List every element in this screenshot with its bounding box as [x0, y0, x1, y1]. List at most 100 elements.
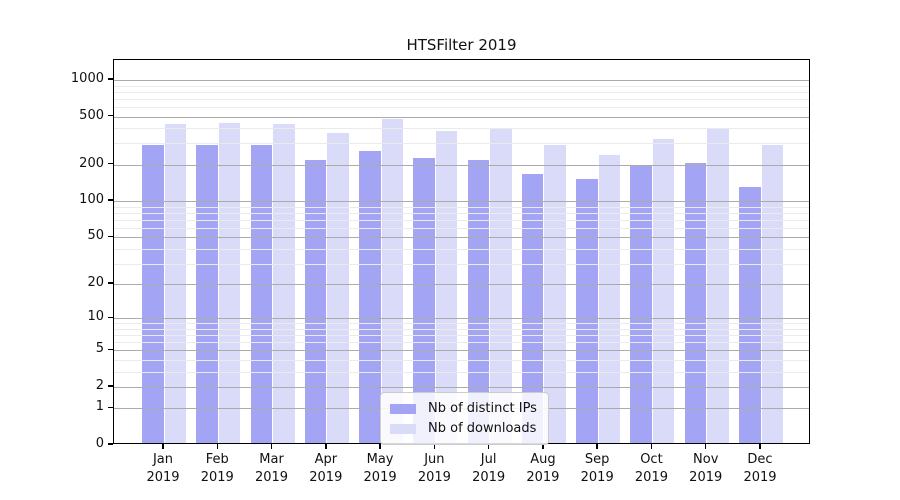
- y-tick-label: 0: [95, 436, 104, 451]
- gridline-major: [114, 201, 809, 203]
- x-tick-mark: [650, 444, 653, 449]
- y-tick-mark: [108, 282, 113, 284]
- y-tick-mark: [108, 114, 113, 117]
- x-tick-label: Jan 2019: [146, 452, 180, 485]
- legend-label-downloads: Nb of downloads: [428, 421, 537, 436]
- gridline-minor: [114, 263, 809, 265]
- x-tick-mark: [379, 444, 381, 449]
- gridline-minor: [114, 359, 809, 361]
- x-tick-mark: [216, 444, 218, 449]
- y-tick-label: 100: [79, 192, 104, 208]
- gridline-minor: [114, 212, 809, 214]
- bar-downloads-nov: [707, 127, 729, 443]
- gridline-major: [114, 284, 809, 286]
- legend-label-distinct-ips: Nb of distinct IPs: [428, 401, 537, 416]
- bar-ips-dec: [739, 186, 761, 443]
- x-tick-label: Sep 2019: [580, 452, 614, 485]
- bar-ips-oct: [630, 165, 652, 443]
- gridline-major: [114, 79, 809, 81]
- legend-swatch-downloads: [390, 423, 416, 434]
- x-tick-mark: [705, 444, 707, 449]
- x-tick-label: Feb 2019: [200, 452, 234, 485]
- y-tick-mark: [108, 316, 113, 318]
- grid-layer: [114, 60, 809, 443]
- x-tick-mark: [325, 444, 327, 449]
- x-tick-label: Jun 2019: [417, 452, 451, 485]
- y-tick-label: 5: [95, 341, 104, 357]
- y-tick-label: 50: [87, 228, 104, 244]
- x-tick-mark: [270, 444, 273, 449]
- gridline-major: [114, 237, 809, 239]
- y-tick-label: 2: [95, 377, 104, 393]
- gridline-minor: [114, 227, 809, 229]
- gridline-major: [114, 164, 809, 166]
- gridline-minor: [114, 335, 809, 337]
- gridline-minor: [114, 106, 809, 108]
- x-tick-mark: [162, 444, 164, 449]
- y-tick-label: 20: [87, 275, 104, 291]
- bar-downloads-dec: [761, 144, 783, 443]
- x-tick-mark: [433, 444, 436, 449]
- bar-downloads-oct: [652, 139, 675, 443]
- y-tick-mark: [108, 163, 113, 165]
- bar-downloads-aug: [544, 145, 566, 443]
- y-tick-label: 10: [87, 309, 104, 325]
- bar-downloads-jan: [164, 123, 186, 443]
- bar-downloads-sep: [598, 155, 621, 443]
- gridline-minor: [114, 91, 809, 93]
- gridline-major: [114, 116, 809, 118]
- gridline-minor: [114, 128, 809, 130]
- bar-downloads-apr: [327, 132, 349, 443]
- bar-ips-sep: [576, 179, 598, 443]
- gridline-minor: [114, 328, 809, 330]
- y-tick-label: 500: [79, 107, 104, 123]
- x-tick-label: May 2019: [363, 452, 397, 485]
- y-tick-label: 1000: [70, 70, 104, 86]
- y-tick-mark: [108, 235, 113, 237]
- bar-downloads-jul: [490, 127, 512, 443]
- x-tick-label: Dec 2019: [743, 452, 777, 485]
- gridline-minor: [114, 323, 809, 325]
- legend-item-distinct-ips: Nb of distinct IPs: [390, 400, 537, 417]
- gridline-major: [114, 350, 809, 352]
- y-tick-mark: [108, 199, 113, 201]
- bar-downloads-may: [381, 119, 404, 443]
- x-tick-label: Apr 2019: [309, 452, 343, 485]
- bar-downloads-feb: [218, 122, 241, 443]
- gridline-minor: [114, 98, 809, 100]
- chart-title: HTSFilter 2019: [406, 36, 517, 54]
- plot-area: [113, 59, 810, 444]
- x-tick-mark: [542, 444, 544, 449]
- x-tick-mark: [759, 444, 761, 449]
- gridline-minor: [114, 371, 809, 373]
- x-tick-label: Aug 2019: [526, 452, 560, 485]
- y-tick-mark: [108, 443, 113, 445]
- bar-ips-may: [359, 150, 381, 443]
- x-tick-mark: [596, 444, 598, 449]
- bar-ips-mar: [250, 144, 273, 443]
- gridline-major: [114, 386, 809, 388]
- bar-ips-nov: [684, 162, 707, 443]
- gridline-minor: [114, 206, 809, 208]
- x-tick-mark: [487, 444, 490, 449]
- y-tick-mark: [108, 78, 113, 80]
- y-tick-mark: [108, 385, 113, 387]
- gridline-minor: [114, 342, 809, 344]
- x-tick-label: Nov 2019: [689, 452, 723, 485]
- y-tick-label: 200: [79, 155, 104, 171]
- y-tick-label: 1: [95, 399, 104, 415]
- legend-item-downloads: Nb of downloads: [390, 420, 537, 437]
- bar-ips-aug: [521, 174, 544, 443]
- legend: Nb of distinct IPs Nb of downloads: [380, 392, 549, 445]
- gridline-minor: [114, 219, 809, 221]
- x-tick-label: Jul 2019: [472, 452, 506, 485]
- gridline-minor: [114, 143, 809, 145]
- gridline-minor: [114, 85, 809, 87]
- legend-swatch-distinct-ips: [390, 403, 416, 414]
- x-tick-label: Mar 2019: [254, 452, 289, 485]
- bar-downloads-jun: [435, 131, 458, 443]
- gridline-minor: [114, 248, 809, 250]
- gridline-major: [114, 318, 809, 320]
- x-tick-label: Oct 2019: [634, 452, 668, 485]
